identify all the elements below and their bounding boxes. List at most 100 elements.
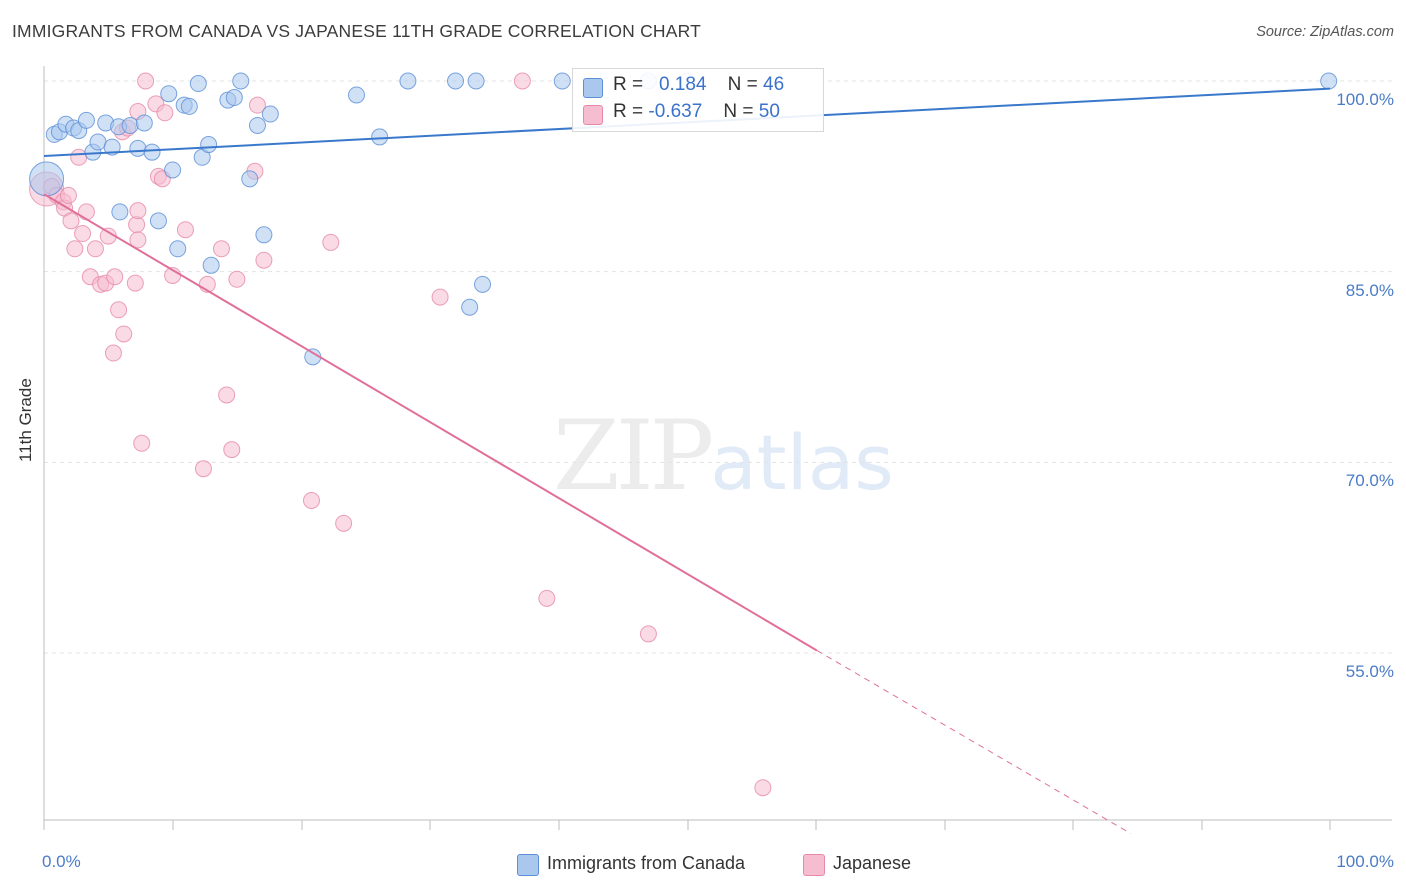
- data-point: [160, 85, 178, 103]
- legend-swatch-blue: [517, 854, 539, 876]
- data-point: [137, 72, 155, 90]
- r-label: R =: [613, 74, 644, 95]
- trend-line-japanese: [43, 193, 818, 652]
- trend-line-japanese-extrapolated: [816, 650, 1131, 834]
- bottom-legend-label: Japanese: [833, 853, 912, 873]
- data-point: [104, 344, 122, 362]
- data-point: [62, 212, 80, 230]
- x-tick-label-max: 100.0%: [1336, 852, 1394, 871]
- data-point: [59, 186, 77, 204]
- data-point: [754, 779, 772, 797]
- data-point: [176, 221, 194, 239]
- data-point: [180, 97, 198, 115]
- data-point: [189, 75, 207, 93]
- y-tick-label: 100.0%: [1336, 90, 1394, 109]
- data-point: [431, 288, 449, 306]
- data-point: [103, 138, 121, 156]
- data-point: [164, 161, 182, 179]
- data-point: [538, 589, 556, 607]
- data-point: [129, 231, 147, 249]
- data-point: [111, 203, 129, 221]
- bottom-legend-label: Immigrants from Canada: [547, 853, 746, 873]
- data-point: [228, 270, 246, 288]
- legend-swatch-pink: [583, 105, 603, 125]
- data-point: [225, 89, 243, 107]
- r-value: -0.637: [648, 101, 703, 122]
- data-point: [639, 625, 657, 643]
- data-point: [86, 240, 104, 258]
- data-point: [248, 96, 266, 114]
- data-point: [149, 212, 167, 230]
- data-point: [126, 274, 144, 292]
- data-point: [115, 325, 133, 343]
- legend-swatch-blue: [583, 78, 603, 98]
- data-point: [74, 225, 92, 243]
- n-label: N =: [727, 74, 758, 95]
- data-point: [461, 298, 479, 316]
- x-tick-label-min: 0.0%: [42, 852, 81, 871]
- data-point: [302, 491, 320, 509]
- data-point: [218, 386, 236, 404]
- series-immigrants-from-canada: [29, 72, 1338, 366]
- data-point: [255, 251, 273, 269]
- data-point: [261, 105, 279, 123]
- data-point: [347, 86, 365, 104]
- data-point: [89, 133, 107, 151]
- data-point: [70, 148, 88, 166]
- grid: [44, 80, 1392, 654]
- data-point: [255, 226, 273, 244]
- data-point: [77, 203, 95, 221]
- data-point: [200, 136, 218, 154]
- series-japanese: [29, 72, 772, 797]
- data-point: [248, 116, 266, 134]
- data-point: [133, 434, 151, 452]
- data-point: [474, 275, 492, 293]
- data-point: [1320, 72, 1338, 90]
- data-point: [66, 240, 84, 258]
- data-point: [553, 72, 571, 90]
- data-point: [212, 240, 230, 258]
- y-axis-label: 11th Grade: [16, 378, 35, 462]
- data-point: [223, 441, 241, 459]
- data-point: [143, 143, 161, 161]
- data-point: [447, 72, 465, 90]
- stats-legend: R = 0.184 N = 46 R = -0.637 N = 50: [572, 68, 824, 132]
- chart-title: IMMIGRANTS FROM CANADA VS JAPANESE 11TH …: [12, 21, 702, 41]
- data-point: [77, 111, 95, 129]
- data-point: [335, 514, 353, 532]
- data-point: [106, 268, 124, 286]
- data-point: [322, 233, 340, 251]
- data-point: [110, 301, 128, 319]
- r-value: 0.184: [658, 74, 707, 95]
- watermark-zip: ZIP: [553, 400, 714, 512]
- data-point: [232, 72, 250, 90]
- stats-text-canada: R = 0.184 N = 46: [613, 74, 784, 96]
- data-point: [513, 72, 531, 90]
- data-point: [129, 202, 147, 220]
- chart-source: Source: ZipAtlas.com: [1256, 24, 1394, 40]
- data-point: [202, 256, 220, 274]
- data-point: [135, 114, 153, 132]
- y-tick-label: 55.0%: [1345, 662, 1394, 681]
- y-tick-label: 70.0%: [1345, 471, 1394, 491]
- legend-swatch-pink: [803, 854, 825, 876]
- data-point: [169, 240, 187, 258]
- data-point: [194, 460, 212, 478]
- bottom-legend: Immigrants from Canada Japanese: [0, 853, 1406, 877]
- data-point: [129, 139, 147, 157]
- n-value: 50: [758, 101, 780, 122]
- data-point: [156, 104, 174, 122]
- r-label: R =: [613, 101, 644, 122]
- data-point: [467, 72, 485, 90]
- data-point: [241, 170, 259, 188]
- y-tick-label: 85.0%: [1345, 280, 1394, 300]
- stats-text-japanese: R = -0.637 N = 50: [613, 101, 780, 123]
- n-value: 46: [763, 74, 785, 95]
- data-point: [121, 116, 139, 134]
- trend-lines: [43, 87, 1331, 834]
- data-point: [399, 72, 417, 90]
- n-label: N =: [723, 101, 754, 122]
- data-point: [371, 128, 389, 146]
- data-point: [29, 161, 65, 197]
